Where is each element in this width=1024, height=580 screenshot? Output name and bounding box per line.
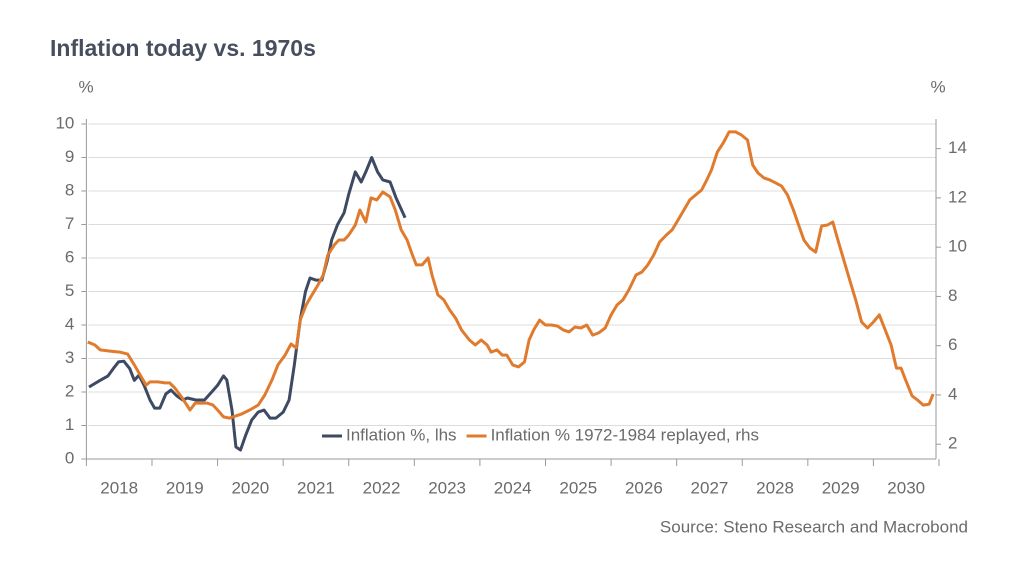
y-tick-label: 3 [65, 348, 74, 367]
y-tick-label: 0 [65, 448, 74, 467]
x-tick-label: 2029 [822, 478, 860, 497]
series-line [87, 130, 935, 420]
y2-tick-label: 6 [948, 335, 957, 354]
series-line [88, 156, 407, 452]
y2-tick-label: 10 [948, 237, 967, 256]
x-tick-label: 2018 [100, 478, 138, 497]
y-tick-label: 8 [65, 180, 74, 199]
y-tick-label: 10 [55, 113, 74, 132]
y-tick-label: 1 [65, 415, 74, 434]
y-tick-label: 7 [65, 214, 74, 233]
y-tick-label: 9 [65, 147, 74, 166]
y-tick-label: 6 [65, 247, 74, 266]
x-tick-label: 2023 [428, 478, 466, 497]
y2-tick-label: 4 [948, 384, 957, 403]
y2-tick-label: 12 [948, 187, 967, 206]
y-tick-label: 2 [65, 381, 74, 400]
y-tick-label: 4 [65, 314, 74, 333]
y2-tick-label: 2 [948, 434, 957, 453]
legend-label: Inflation %, lhs [346, 425, 457, 444]
x-tick-label: 2022 [363, 478, 401, 497]
x-tick-label: 2028 [756, 478, 794, 497]
chart-title: Inflation today vs. 1970s [50, 35, 316, 61]
y-axis-label: % [78, 77, 93, 96]
y2-axis-label: % [930, 77, 945, 96]
x-tick-label: 2019 [166, 478, 204, 497]
x-tick-label: 2026 [625, 478, 663, 497]
legend-label: Inflation % 1972-1984 replayed, rhs [491, 425, 759, 444]
x-tick-label: 2024 [494, 478, 532, 497]
x-tick-label: 2021 [297, 478, 335, 497]
x-tick-label: 2027 [691, 478, 729, 497]
source-note: Source: Steno Research and Macrobond [660, 517, 968, 536]
y2-tick-label: 8 [948, 286, 957, 305]
x-tick-label: 2020 [231, 478, 269, 497]
x-tick-label: 2030 [887, 478, 925, 497]
y-tick-label: 5 [65, 281, 74, 300]
x-tick-label: 2025 [559, 478, 597, 497]
y2-tick-label: 14 [948, 138, 967, 157]
